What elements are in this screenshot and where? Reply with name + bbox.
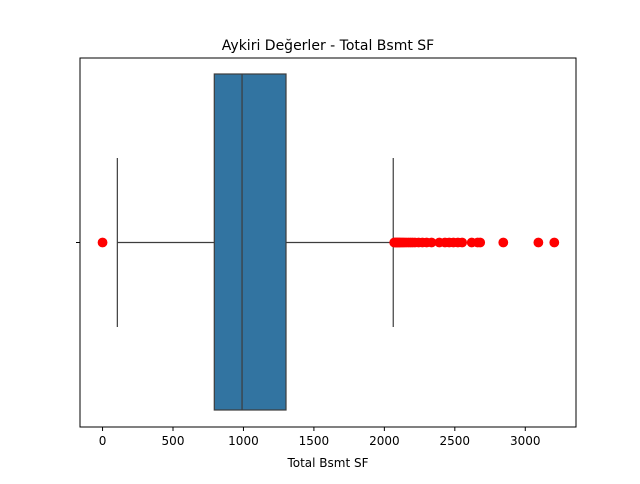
outlier-point — [475, 237, 486, 248]
x-tick-label: 3000 — [510, 434, 541, 448]
outlier-point — [498, 237, 509, 248]
outlier-point — [97, 237, 108, 248]
x-tick-label: 1500 — [299, 434, 330, 448]
iqr-box — [213, 73, 287, 411]
x-axis: 0 500 1000 1500 2000 2500 3000 — [99, 427, 541, 448]
outlier-point — [457, 237, 468, 248]
x-tick-label: 2000 — [369, 434, 400, 448]
x-tick-label: 2500 — [440, 434, 471, 448]
x-tick-label: 1000 — [228, 434, 259, 448]
x-tick-label: 0 — [99, 434, 107, 448]
x-axis-label: Total Bsmt SF — [286, 456, 368, 470]
chart-title: Aykiri Değerler - Total Bsmt SF — [222, 38, 434, 54]
outlier-point — [533, 237, 544, 248]
plot-area — [97, 73, 560, 411]
x-tick-label: 500 — [162, 434, 185, 448]
outlier-point — [549, 237, 560, 248]
